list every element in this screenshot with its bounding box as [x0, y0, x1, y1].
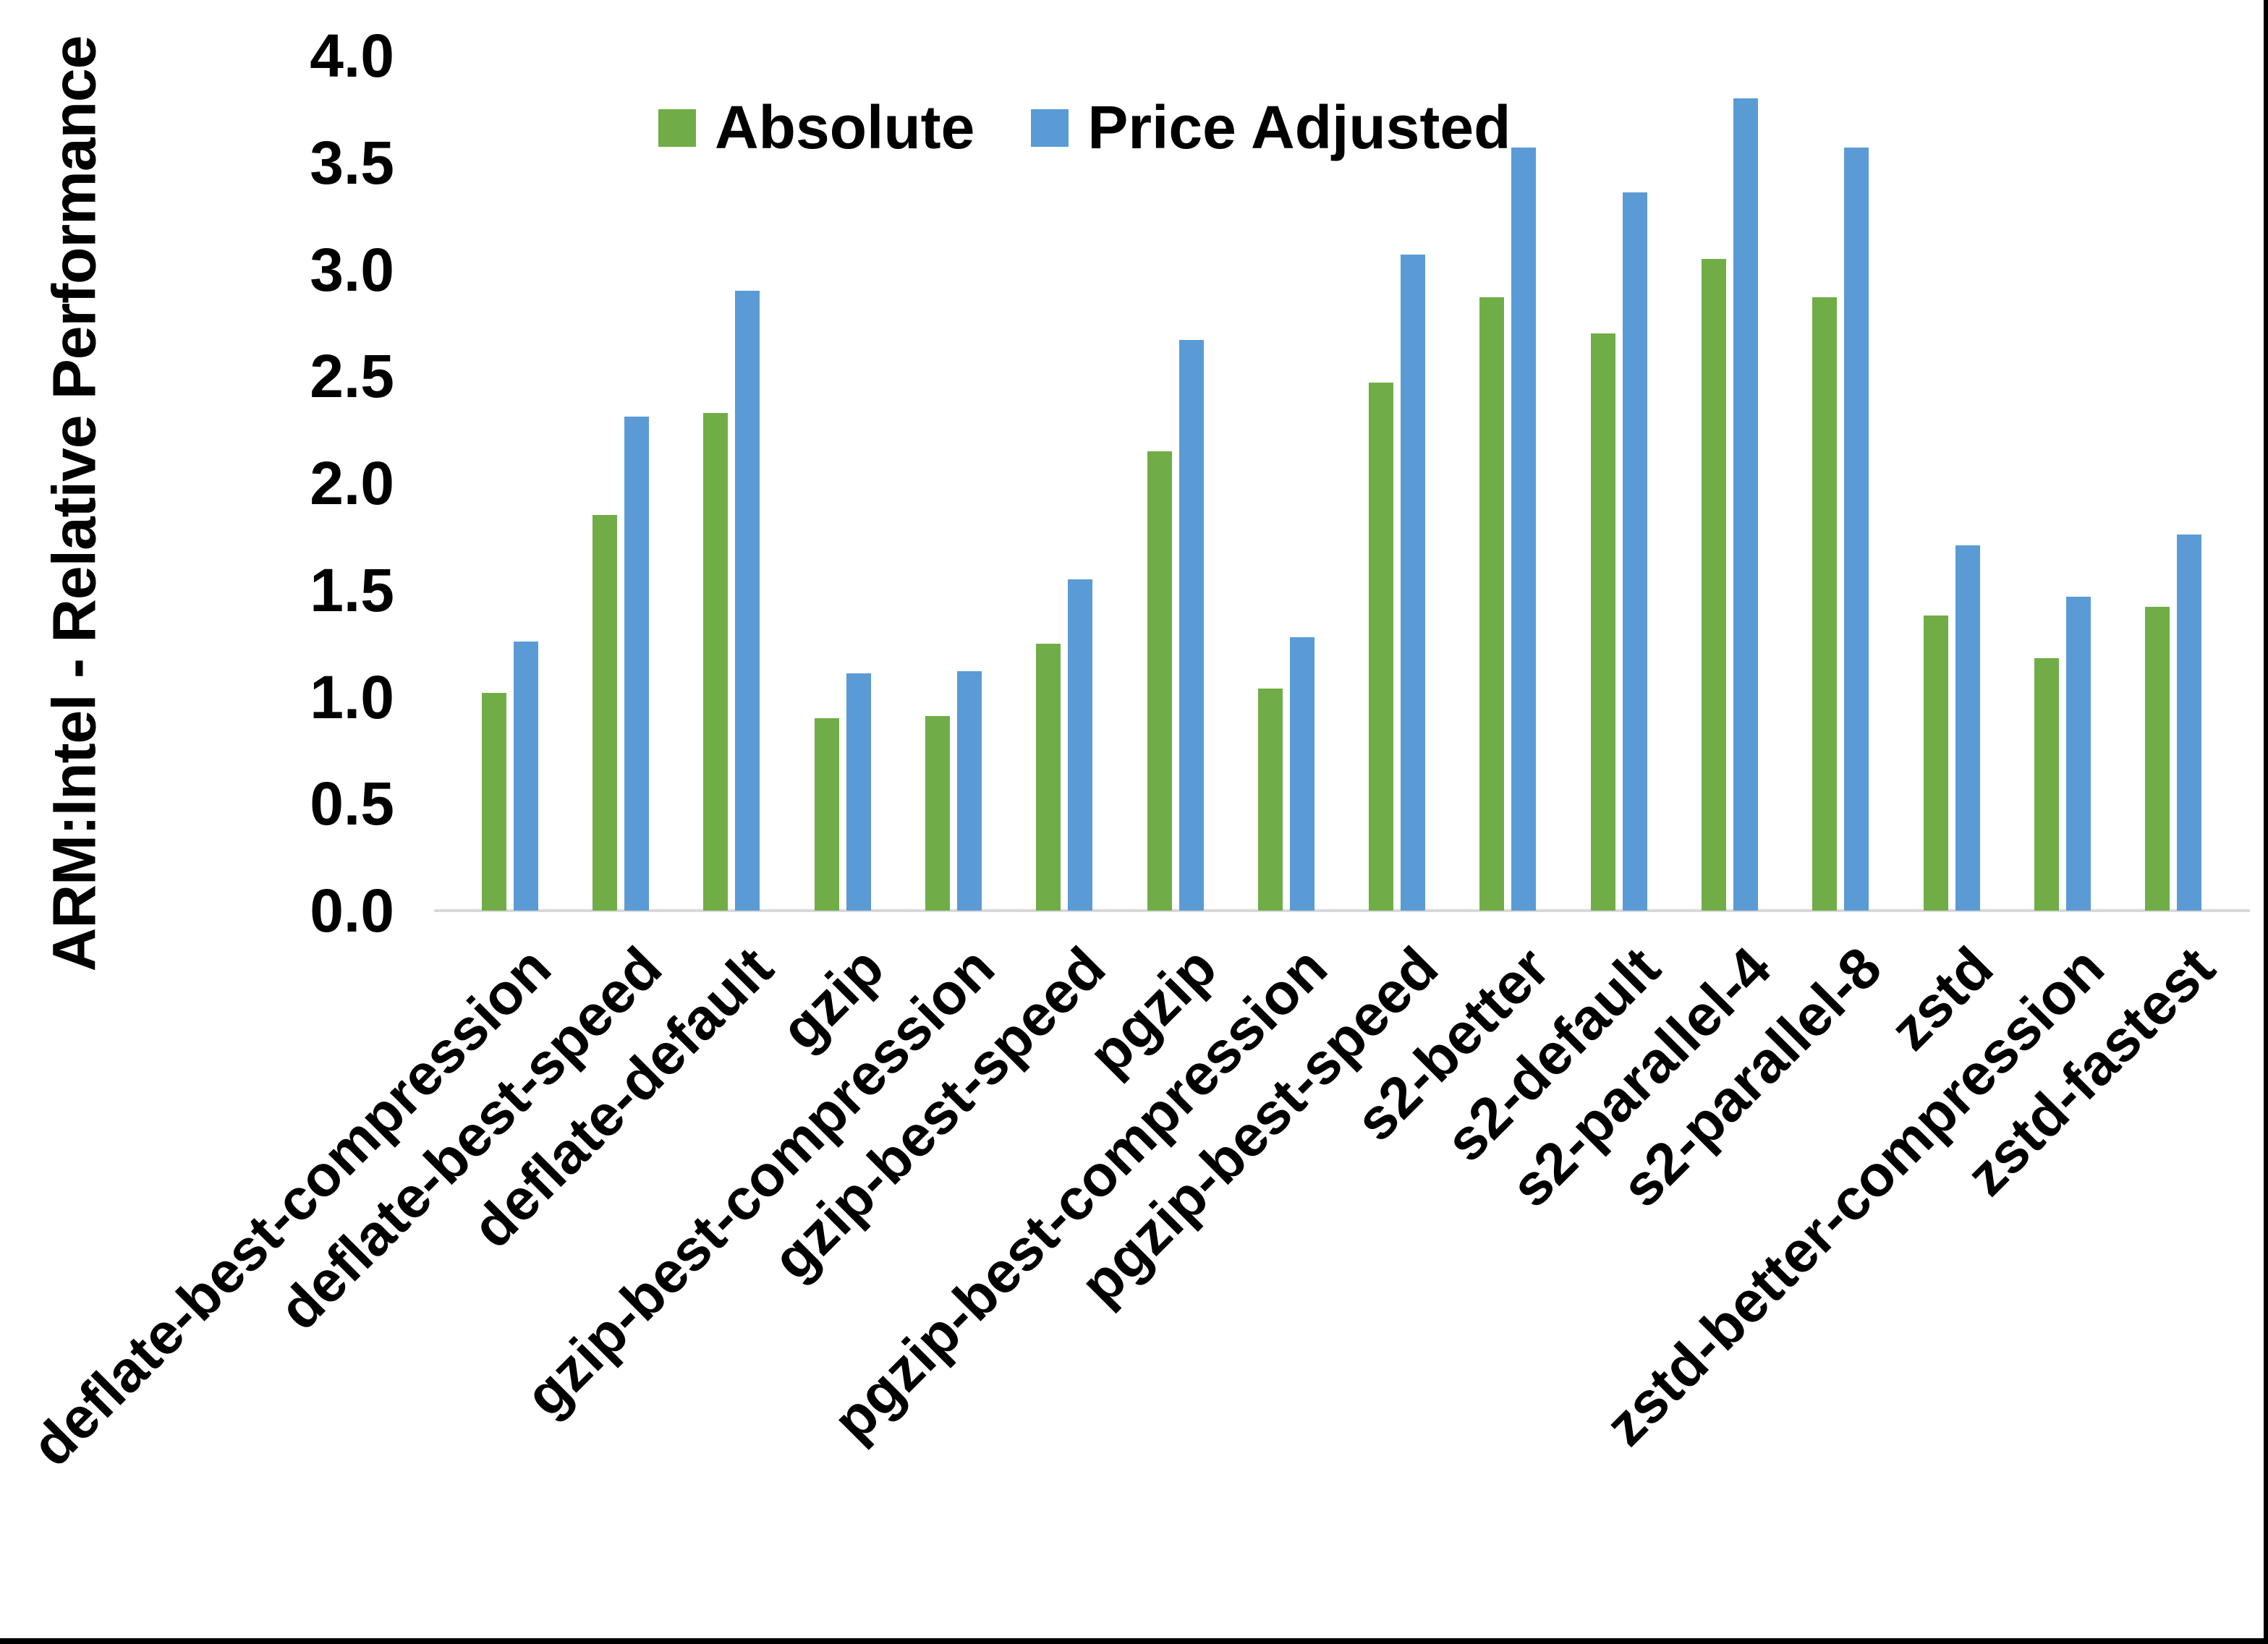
bar-group	[676, 56, 787, 911]
x-category-label: s2-better	[1343, 934, 1561, 1154]
legend-label: Price Adjusted	[1087, 93, 1511, 161]
bar	[1257, 688, 1283, 911]
bar-group	[454, 56, 565, 911]
screenshot-bottom-border	[0, 1638, 2268, 1644]
legend-item: Absolute	[658, 93, 974, 163]
x-category-label: gzip-best-compression	[513, 934, 1007, 1428]
bar	[1369, 383, 1394, 911]
x-category-label: deflate-default	[459, 934, 785, 1260]
y-tick-label: 0.5	[310, 770, 394, 838]
bar	[2034, 658, 2060, 911]
x-category-label: pgzip-best-speed	[1068, 934, 1451, 1317]
bar	[2066, 596, 2091, 911]
x-axis-line	[434, 909, 2250, 912]
bar	[1622, 192, 1647, 911]
bar	[814, 718, 839, 911]
chart-legend: Absolute Price Adjusted	[658, 93, 1511, 163]
x-category-label: gzip-best-speed	[760, 934, 1118, 1292]
bar	[1590, 333, 1615, 911]
bar	[624, 417, 649, 911]
bar	[1401, 254, 1426, 911]
legend-label: Absolute	[715, 93, 975, 161]
bar	[1036, 643, 1061, 911]
bar	[513, 641, 538, 911]
x-category-label: deflate-best-compression	[19, 934, 564, 1478]
bar-series-container	[454, 56, 2229, 911]
bar	[2145, 607, 2170, 911]
x-category-label: zstd-fastest	[1953, 934, 2227, 1208]
plot-area	[454, 56, 2229, 911]
bar	[703, 412, 729, 911]
bar-group	[1785, 56, 1896, 911]
y-tick-label: 3.0	[310, 235, 394, 304]
bar-group	[565, 56, 676, 911]
bar	[1178, 340, 1204, 911]
bar	[956, 671, 982, 911]
bar	[1479, 297, 1505, 911]
bar	[592, 515, 617, 911]
bar-group	[1563, 56, 1674, 911]
bar	[1844, 148, 1869, 911]
bar-group	[1009, 56, 1120, 911]
legend-item: Price Adjusted	[1031, 93, 1511, 163]
bar	[1289, 636, 1314, 911]
bar-group	[1120, 56, 1231, 911]
bar	[481, 692, 506, 911]
legend-swatch-icon	[1031, 108, 1069, 147]
bar-group	[1342, 56, 1453, 911]
bar	[1812, 297, 1838, 911]
bar-group	[1896, 56, 2007, 911]
bar	[925, 716, 950, 911]
x-category-label: s2-default	[1433, 934, 1673, 1174]
y-tick-label: 2.0	[310, 449, 394, 517]
bar	[1955, 545, 1980, 911]
y-tick-label: 3.5	[310, 128, 394, 197]
bar	[735, 291, 760, 911]
bar	[1068, 579, 1093, 911]
x-category-label: gzip	[768, 934, 896, 1062]
bar-group	[1231, 56, 1341, 911]
bar	[1733, 98, 1759, 911]
x-category-label: pgzip-best-compression	[820, 934, 1340, 1454]
bar-group	[787, 56, 898, 911]
y-tick-label: 2.5	[310, 342, 394, 411]
bar	[1511, 148, 1537, 911]
x-category-label: zstd-better-compression	[1592, 934, 2116, 1458]
y-tick-label: 1.0	[310, 663, 394, 731]
x-category-label: zstd	[1877, 934, 2005, 1062]
bar-group	[1674, 56, 1785, 911]
bar-group	[898, 56, 1008, 911]
y-tick-label: 4.0	[310, 22, 394, 90]
bar-group	[2007, 56, 2118, 911]
x-category-label: s2-parallel-8	[1609, 934, 1894, 1219]
y-axis-tick-labels: 0.0 0.5 1.0 1.5 2.0 2.5 3.0 3.5 4.0	[0, 0, 394, 1013]
bar	[2177, 534, 2202, 911]
bar	[1923, 616, 1948, 911]
bar	[1147, 451, 1172, 911]
bar	[846, 673, 871, 911]
x-category-label: s2-parallel-4	[1498, 934, 1783, 1219]
bar	[1702, 258, 1727, 911]
bar-group	[1453, 56, 1563, 911]
x-category-label: pgzip	[1076, 934, 1228, 1088]
bar-group	[2118, 56, 2229, 911]
legend-swatch-icon	[658, 108, 696, 147]
y-tick-label: 0.0	[310, 877, 394, 945]
screenshot-right-border	[2264, 0, 2268, 1644]
y-tick-label: 1.5	[310, 555, 394, 624]
